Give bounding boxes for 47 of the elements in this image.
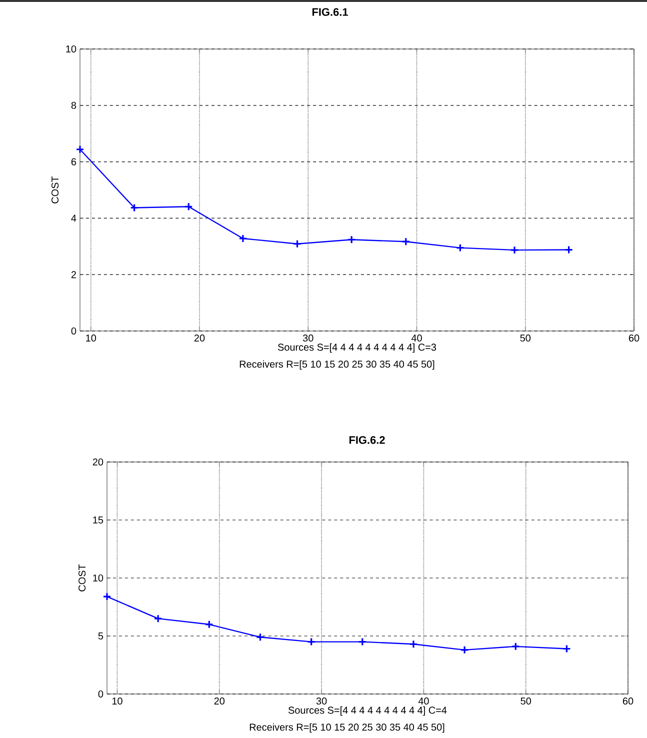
point <box>460 646 469 654</box>
point <box>402 237 410 246</box>
text: Receivers R=[5 10 15 20 25 30 35 40 45 50] <box>240 360 434 370</box>
x-tick-label: 30 <box>316 698 327 705</box>
x-axis-title: Sources S=[4 4 4 4 4 4 4 4 4 4] C=3 <box>278 343 436 353</box>
chart-title: FIG.6.1 <box>312 8 348 16</box>
point <box>204 620 214 629</box>
y-tick-label: 2 <box>71 271 76 278</box>
x-tick-label: 60 <box>622 698 634 705</box>
x-tick-label: 30 <box>302 334 314 342</box>
y-tick-label: 6 <box>71 158 76 166</box>
chart-title: FIG.6.2 <box>349 436 385 444</box>
point <box>347 235 356 244</box>
point <box>358 638 367 646</box>
point <box>130 203 139 212</box>
point <box>256 632 265 642</box>
x-tick-label: 40 <box>418 698 429 705</box>
x-tick-label: 20 <box>214 698 225 705</box>
y-tick-label: 0 <box>71 327 76 335</box>
y-tick-label: 8 <box>71 102 76 109</box>
point <box>292 240 302 248</box>
y-tick-label: 4 <box>71 214 76 222</box>
point <box>409 640 418 648</box>
x-tick-label: 50 <box>520 698 531 705</box>
point <box>511 642 520 651</box>
x-tick-label: 20 <box>194 334 205 342</box>
y-axis-title: COST <box>52 176 59 204</box>
x-tick-label: 40 <box>411 334 422 342</box>
y-tick-label: 20 <box>92 458 104 466</box>
y-tick-label: 10 <box>66 45 76 53</box>
x-tick-label: 10 <box>86 334 96 342</box>
point <box>154 614 162 623</box>
y-tick-label: 15 <box>93 516 104 524</box>
y-tick-label: 5 <box>98 632 104 640</box>
point <box>307 638 316 646</box>
point <box>238 234 248 243</box>
text: Receivers R=[5 10 15 20 25 30 35 40 45 50] <box>250 723 444 733</box>
x-tick-label: 10 <box>112 698 122 705</box>
point <box>456 244 464 252</box>
y-tick-label: 0 <box>98 690 104 698</box>
y-axis-title: COST <box>78 564 86 592</box>
x-axis-title: Sources S=[4 4 4 4 4 4 4 4 4 4] C=4 <box>288 706 447 716</box>
x-tick-label: 60 <box>628 334 640 342</box>
point <box>184 202 193 211</box>
point <box>510 246 519 254</box>
x-tick-label: 50 <box>520 334 531 342</box>
y-tick-label: 10 <box>93 574 104 582</box>
